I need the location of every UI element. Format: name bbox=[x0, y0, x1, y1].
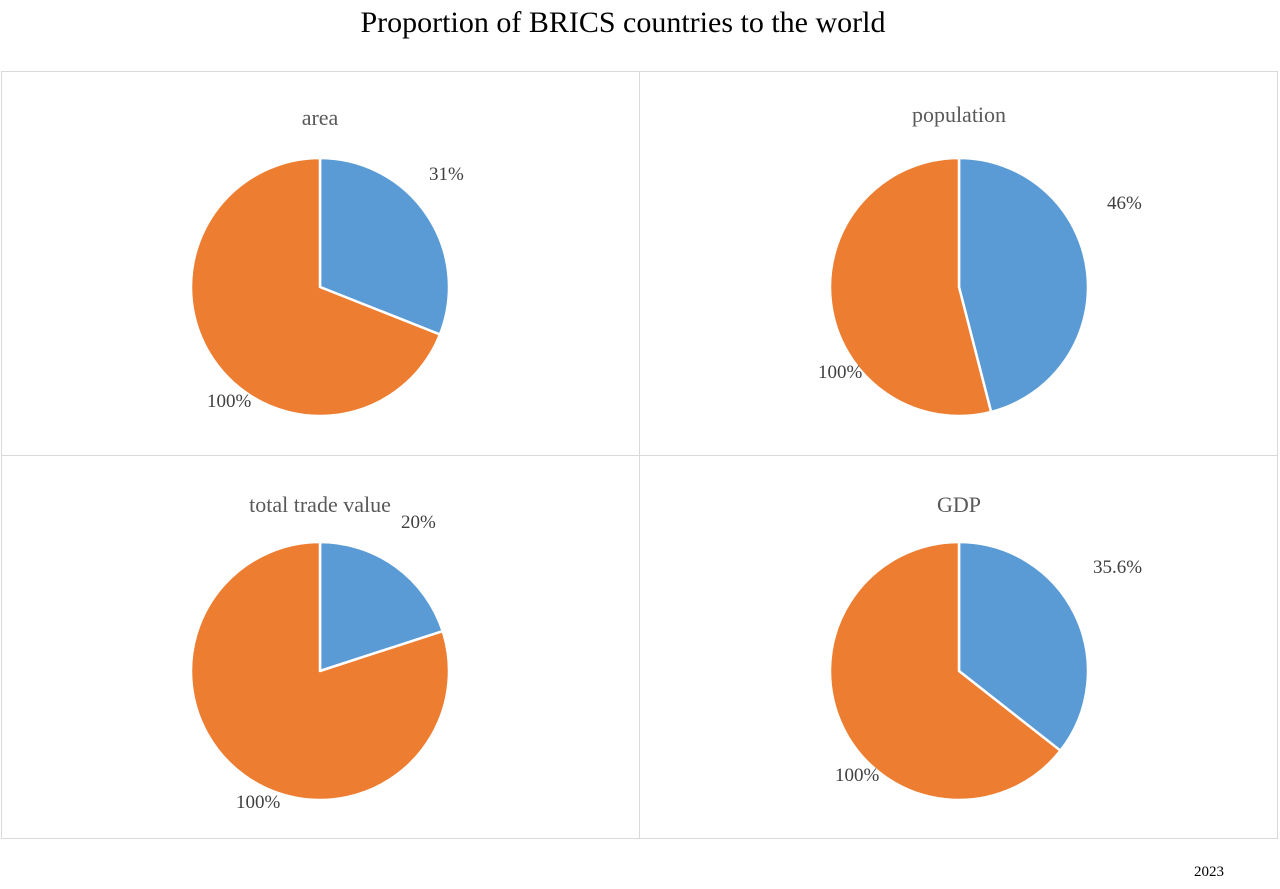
pie-chart: 31% 100% bbox=[189, 156, 464, 418]
pie-slice-brics bbox=[318, 540, 444, 673]
data-label-brics: 35.6% bbox=[1093, 557, 1142, 578]
pie-slice-rest-of-world bbox=[189, 156, 442, 418]
pie-title: GDP bbox=[936, 492, 981, 517]
footer-year: 2023 bbox=[1194, 864, 1224, 880]
pie-slice-brics bbox=[957, 156, 1090, 414]
pie-slice-rest-of-world bbox=[828, 540, 1062, 802]
pie-slice-rest-of-world bbox=[189, 540, 451, 802]
pie-chart: 35.6% 100% bbox=[828, 540, 1142, 802]
chart-main-title: Proportion of BRICS countries to the wor… bbox=[360, 6, 886, 39]
data-label-brics: 20% bbox=[401, 512, 436, 533]
pie-panel-area: area 31% 100% bbox=[1, 72, 639, 455]
data-label-brics: 31% bbox=[429, 164, 464, 185]
pie-slice-brics bbox=[318, 156, 451, 336]
pie-title: population bbox=[911, 102, 1007, 127]
grid-divider-horizontal bbox=[1, 455, 1278, 456]
pie-slice-brics bbox=[957, 540, 1090, 752]
data-label-rest-of-world: 100% bbox=[236, 792, 281, 813]
pie-title: total trade value bbox=[249, 492, 391, 517]
data-label-rest-of-world: 100% bbox=[207, 391, 252, 412]
data-label-rest-of-world: 100% bbox=[818, 362, 863, 383]
pie-panel-total-trade-value: total trade value 20% 100% bbox=[1, 456, 639, 839]
pie-panel-gdp: GDP 35.6% 100% bbox=[640, 456, 1278, 839]
pie-title: area bbox=[301, 105, 339, 130]
data-label-brics: 46% bbox=[1107, 193, 1142, 214]
pie-chart: 46% 100% bbox=[818, 156, 1142, 418]
pie-chart: 20% 100% bbox=[189, 512, 451, 813]
pie-panel-population: population 46% 100% bbox=[640, 72, 1278, 455]
pie-slice-rest-of-world bbox=[828, 156, 993, 418]
data-label-rest-of-world: 100% bbox=[835, 765, 880, 786]
